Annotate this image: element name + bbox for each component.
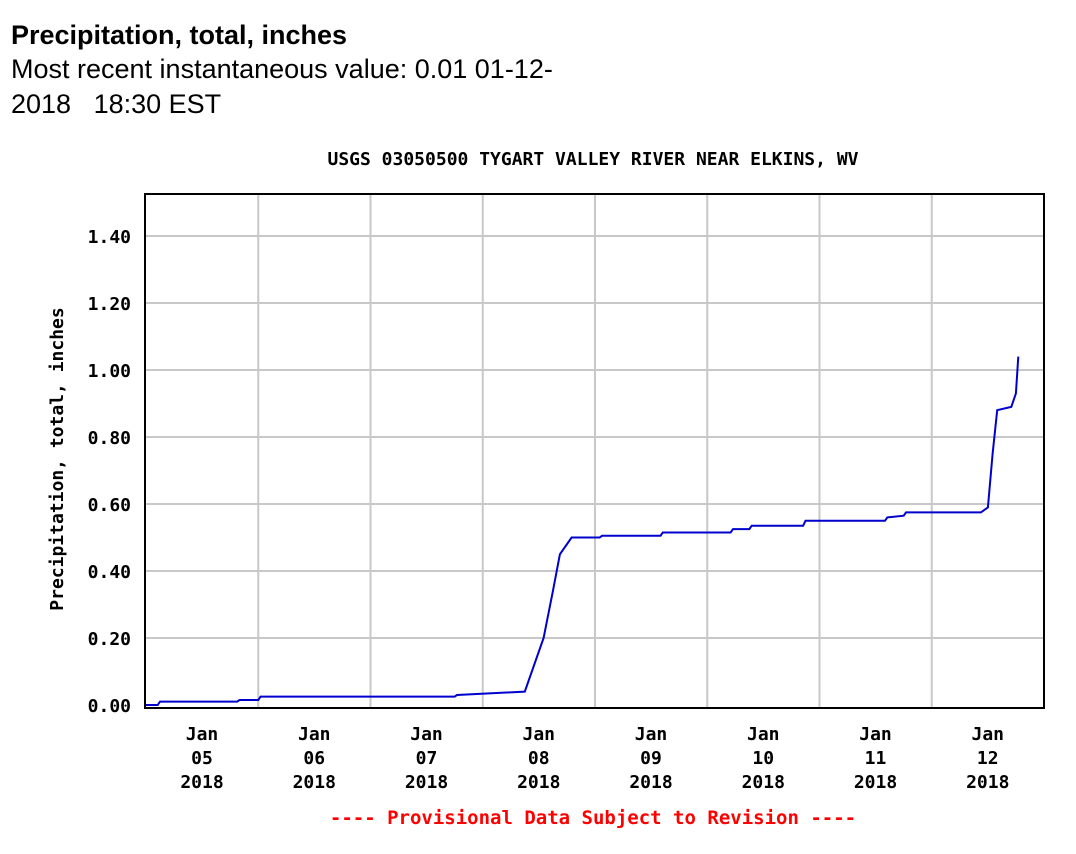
x-tick-year: 2018 bbox=[629, 772, 672, 793]
x-tick-month: Jan bbox=[635, 724, 668, 745]
y-tick-label: 0.00 bbox=[88, 696, 131, 717]
chart-title: USGS 03050500 TYGART VALLEY RIVER NEAR E… bbox=[327, 149, 858, 170]
x-tick-year: 2018 bbox=[180, 772, 223, 793]
x-tick-month: Jan bbox=[186, 724, 219, 745]
latest-value-line-2: 2018 18:30 EST bbox=[11, 89, 222, 119]
grid-lines bbox=[145, 194, 1044, 708]
x-tick-day: 05 bbox=[191, 748, 213, 769]
y-tick-label: 1.20 bbox=[88, 294, 131, 315]
latest-value-line-1: Most recent instantaneous value: 0.01 01… bbox=[11, 54, 553, 84]
y-tick-label: 1.40 bbox=[88, 227, 131, 248]
x-tick-day: 07 bbox=[416, 748, 438, 769]
x-tick-year: 2018 bbox=[966, 772, 1009, 793]
x-tick-day: 08 bbox=[528, 748, 550, 769]
y-tick-labels: 0.00 0.20 0.40 0.60 0.80 1.00 1.20 1.40 bbox=[88, 227, 131, 717]
x-tick-labels: Jan 05 2018 Jan 06 2018 Jan 07 2018 Jan 08 2018 Jan 0… bbox=[180, 724, 1009, 793]
x-tick-year: 2018 bbox=[742, 772, 785, 793]
y-tick-label: 0.80 bbox=[88, 428, 131, 449]
x-tick-year: 2018 bbox=[405, 772, 448, 793]
parameter-title: Precipitation, total, inches bbox=[11, 20, 348, 50]
x-tick-day: 12 bbox=[977, 748, 999, 769]
y-tick-label: 0.20 bbox=[88, 629, 131, 650]
x-tick-day: 10 bbox=[752, 748, 774, 769]
x-tick-month: Jan bbox=[971, 724, 1004, 745]
x-tick-year: 2018 bbox=[293, 772, 336, 793]
header: Precipitation, total, inches Most recent… bbox=[11, 18, 651, 122]
y-tick-label: 0.40 bbox=[88, 562, 131, 583]
x-tick-year: 2018 bbox=[854, 772, 897, 793]
x-tick-month: Jan bbox=[410, 724, 443, 745]
x-tick-day: 06 bbox=[303, 748, 325, 769]
y-tick-label: 0.60 bbox=[88, 495, 131, 516]
series-layer bbox=[146, 356, 1020, 706]
x-tick-month: Jan bbox=[859, 724, 892, 745]
x-tick-year: 2018 bbox=[517, 772, 560, 793]
x-tick-day: 09 bbox=[640, 748, 662, 769]
x-tick-month: Jan bbox=[747, 724, 780, 745]
y-tick-label: 1.00 bbox=[88, 361, 131, 382]
y-axis-label: Precipitation, total, inches bbox=[47, 307, 68, 610]
x-tick-month: Jan bbox=[522, 724, 555, 745]
precipitation-series-line bbox=[146, 356, 1020, 706]
plot-frame bbox=[144, 193, 1045, 709]
x-tick-month: Jan bbox=[298, 724, 331, 745]
x-tick-day: 11 bbox=[865, 748, 887, 769]
provisional-footnote: ---- Provisional Data Subject to Revisio… bbox=[330, 807, 856, 829]
